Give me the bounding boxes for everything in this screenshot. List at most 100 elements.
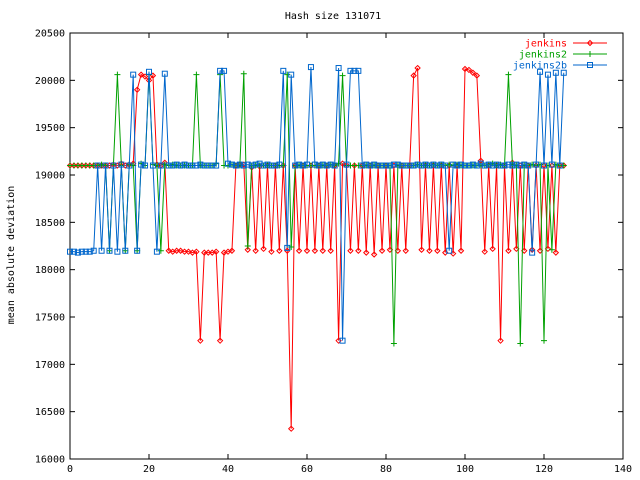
data-point-jenkins (552, 249, 560, 256)
data-point-jenkins2b (501, 162, 508, 169)
data-point-jenkins2b (505, 161, 512, 168)
data-point-jenkins2b (462, 162, 468, 169)
data-point-jenkins2b (469, 161, 476, 168)
data-point-jenkins (434, 247, 441, 254)
data-point-jenkins (197, 337, 204, 344)
data-point-jenkins (355, 247, 362, 254)
data-point-jenkins (177, 247, 184, 254)
data-point-jenkins2b (379, 162, 386, 169)
axis-ticks: 0 20 40 60 80 100 120 140 16000 16500 17000 17500 18… (35, 29, 632, 476)
data-point-jenkins2b (339, 337, 346, 344)
data-point-jenkins2b (450, 161, 457, 168)
data-point-jenkins2b (335, 65, 342, 72)
legend-label-jenkins2: jenkins2 (519, 50, 567, 61)
legend-marker-jenkins (586, 39, 594, 47)
x-tick-label: 60 (301, 464, 313, 475)
data-point-jenkins2b (232, 162, 239, 169)
data-point-jenkins (133, 86, 141, 94)
data-point-jenkins2b (126, 162, 133, 169)
data-point-jenkins2 (552, 161, 559, 168)
data-point-jenkins2b (367, 162, 374, 169)
data-point-jenkins2b (256, 160, 263, 167)
data-point-jenkins2b (67, 248, 73, 255)
data-point-jenkins (473, 72, 481, 79)
data-point-jenkins2 (390, 340, 397, 347)
data-point-jenkins (319, 247, 327, 254)
data-point-jenkins2b (185, 162, 192, 169)
data-point-jenkins2b (146, 68, 152, 75)
data-point-jenkins (137, 71, 145, 78)
data-point-jenkins2b (548, 161, 555, 168)
data-point-jenkins2 (157, 247, 164, 254)
data-point-jenkins2b (533, 161, 540, 168)
data-point-jenkins2 (288, 243, 295, 250)
data-point-jenkins (141, 73, 149, 80)
data-point-jenkins2b (402, 162, 409, 169)
data-point-jenkins2b (272, 162, 279, 169)
data-point-jenkins2b (414, 161, 421, 168)
series-layer (66, 64, 567, 432)
data-point-jenkins2b (394, 161, 401, 168)
data-point-jenkins2b (355, 67, 362, 74)
plot-frame (69, 32, 624, 460)
data-point-jenkins2b (489, 162, 496, 169)
data-point-jenkins2b (465, 162, 472, 169)
data-point-jenkins2b (280, 67, 287, 74)
data-point-jenkins2b (454, 162, 461, 169)
data-point-jenkins2b (248, 162, 255, 169)
data-point-jenkins (426, 247, 433, 254)
y-tick-label: 20000 (35, 76, 65, 87)
data-point-jenkins (276, 247, 283, 254)
data-point-jenkins2 (517, 340, 524, 347)
data-point-jenkins2b (509, 162, 516, 169)
data-point-jenkins2 (505, 71, 512, 78)
data-point-jenkins2b (544, 71, 551, 78)
data-point-jenkins (347, 247, 354, 254)
data-point-jenkins (165, 247, 172, 254)
chart-title: Hash size 131071 (285, 11, 381, 22)
y-tick-label: 19500 (35, 123, 65, 134)
data-point-jenkins2b (292, 162, 299, 169)
data-point-jenkins2 (193, 71, 200, 78)
data-point-jenkins2b (161, 70, 168, 77)
y-tick-label: 16000 (35, 455, 65, 466)
y-tick-label: 17000 (35, 360, 65, 371)
data-point-jenkins2b (422, 161, 429, 168)
data-point-jenkins2b (307, 64, 314, 71)
data-point-jenkins2b (485, 161, 492, 168)
data-point-jenkins (418, 246, 425, 253)
data-point-jenkins2b (521, 161, 528, 168)
data-point-jenkins2b (74, 249, 81, 256)
data-point-jenkins2 (284, 71, 291, 78)
data-point-jenkins (378, 247, 386, 254)
data-point-jenkins (497, 337, 504, 344)
data-point-jenkins2b (70, 248, 77, 255)
data-point-jenkins2b (442, 162, 449, 169)
data-point-jenkins2b (406, 162, 413, 169)
data-point-jenkins (295, 247, 303, 254)
data-point-jenkins2b (446, 247, 453, 254)
data-point-jenkins2b (169, 162, 176, 169)
x-tick-label: 80 (380, 464, 392, 475)
data-point-jenkins2b (201, 162, 208, 169)
data-point-jenkins2b (106, 247, 113, 254)
data-point-jenkins2 (153, 162, 160, 169)
data-point-jenkins (212, 248, 220, 255)
data-point-jenkins (461, 65, 469, 73)
data-point-jenkins2b (102, 162, 109, 169)
data-point-jenkins2b (390, 161, 397, 168)
data-point-jenkins2b (284, 244, 291, 251)
data-point-jenkins2b (288, 71, 295, 78)
data-point-jenkins2 (560, 162, 567, 169)
y-tick-label: 19000 (35, 171, 65, 182)
data-point-jenkins2b (82, 248, 89, 255)
data-point-jenkins (489, 245, 496, 253)
data-point-jenkins2b (153, 248, 160, 255)
x-tick-label: 40 (222, 464, 234, 475)
y-tick-label: 18500 (35, 218, 65, 229)
y-tick-label: 20500 (35, 29, 65, 40)
data-point-jenkins (216, 337, 224, 344)
data-point-jenkins (469, 69, 477, 76)
data-point-jenkins2b (134, 247, 141, 254)
